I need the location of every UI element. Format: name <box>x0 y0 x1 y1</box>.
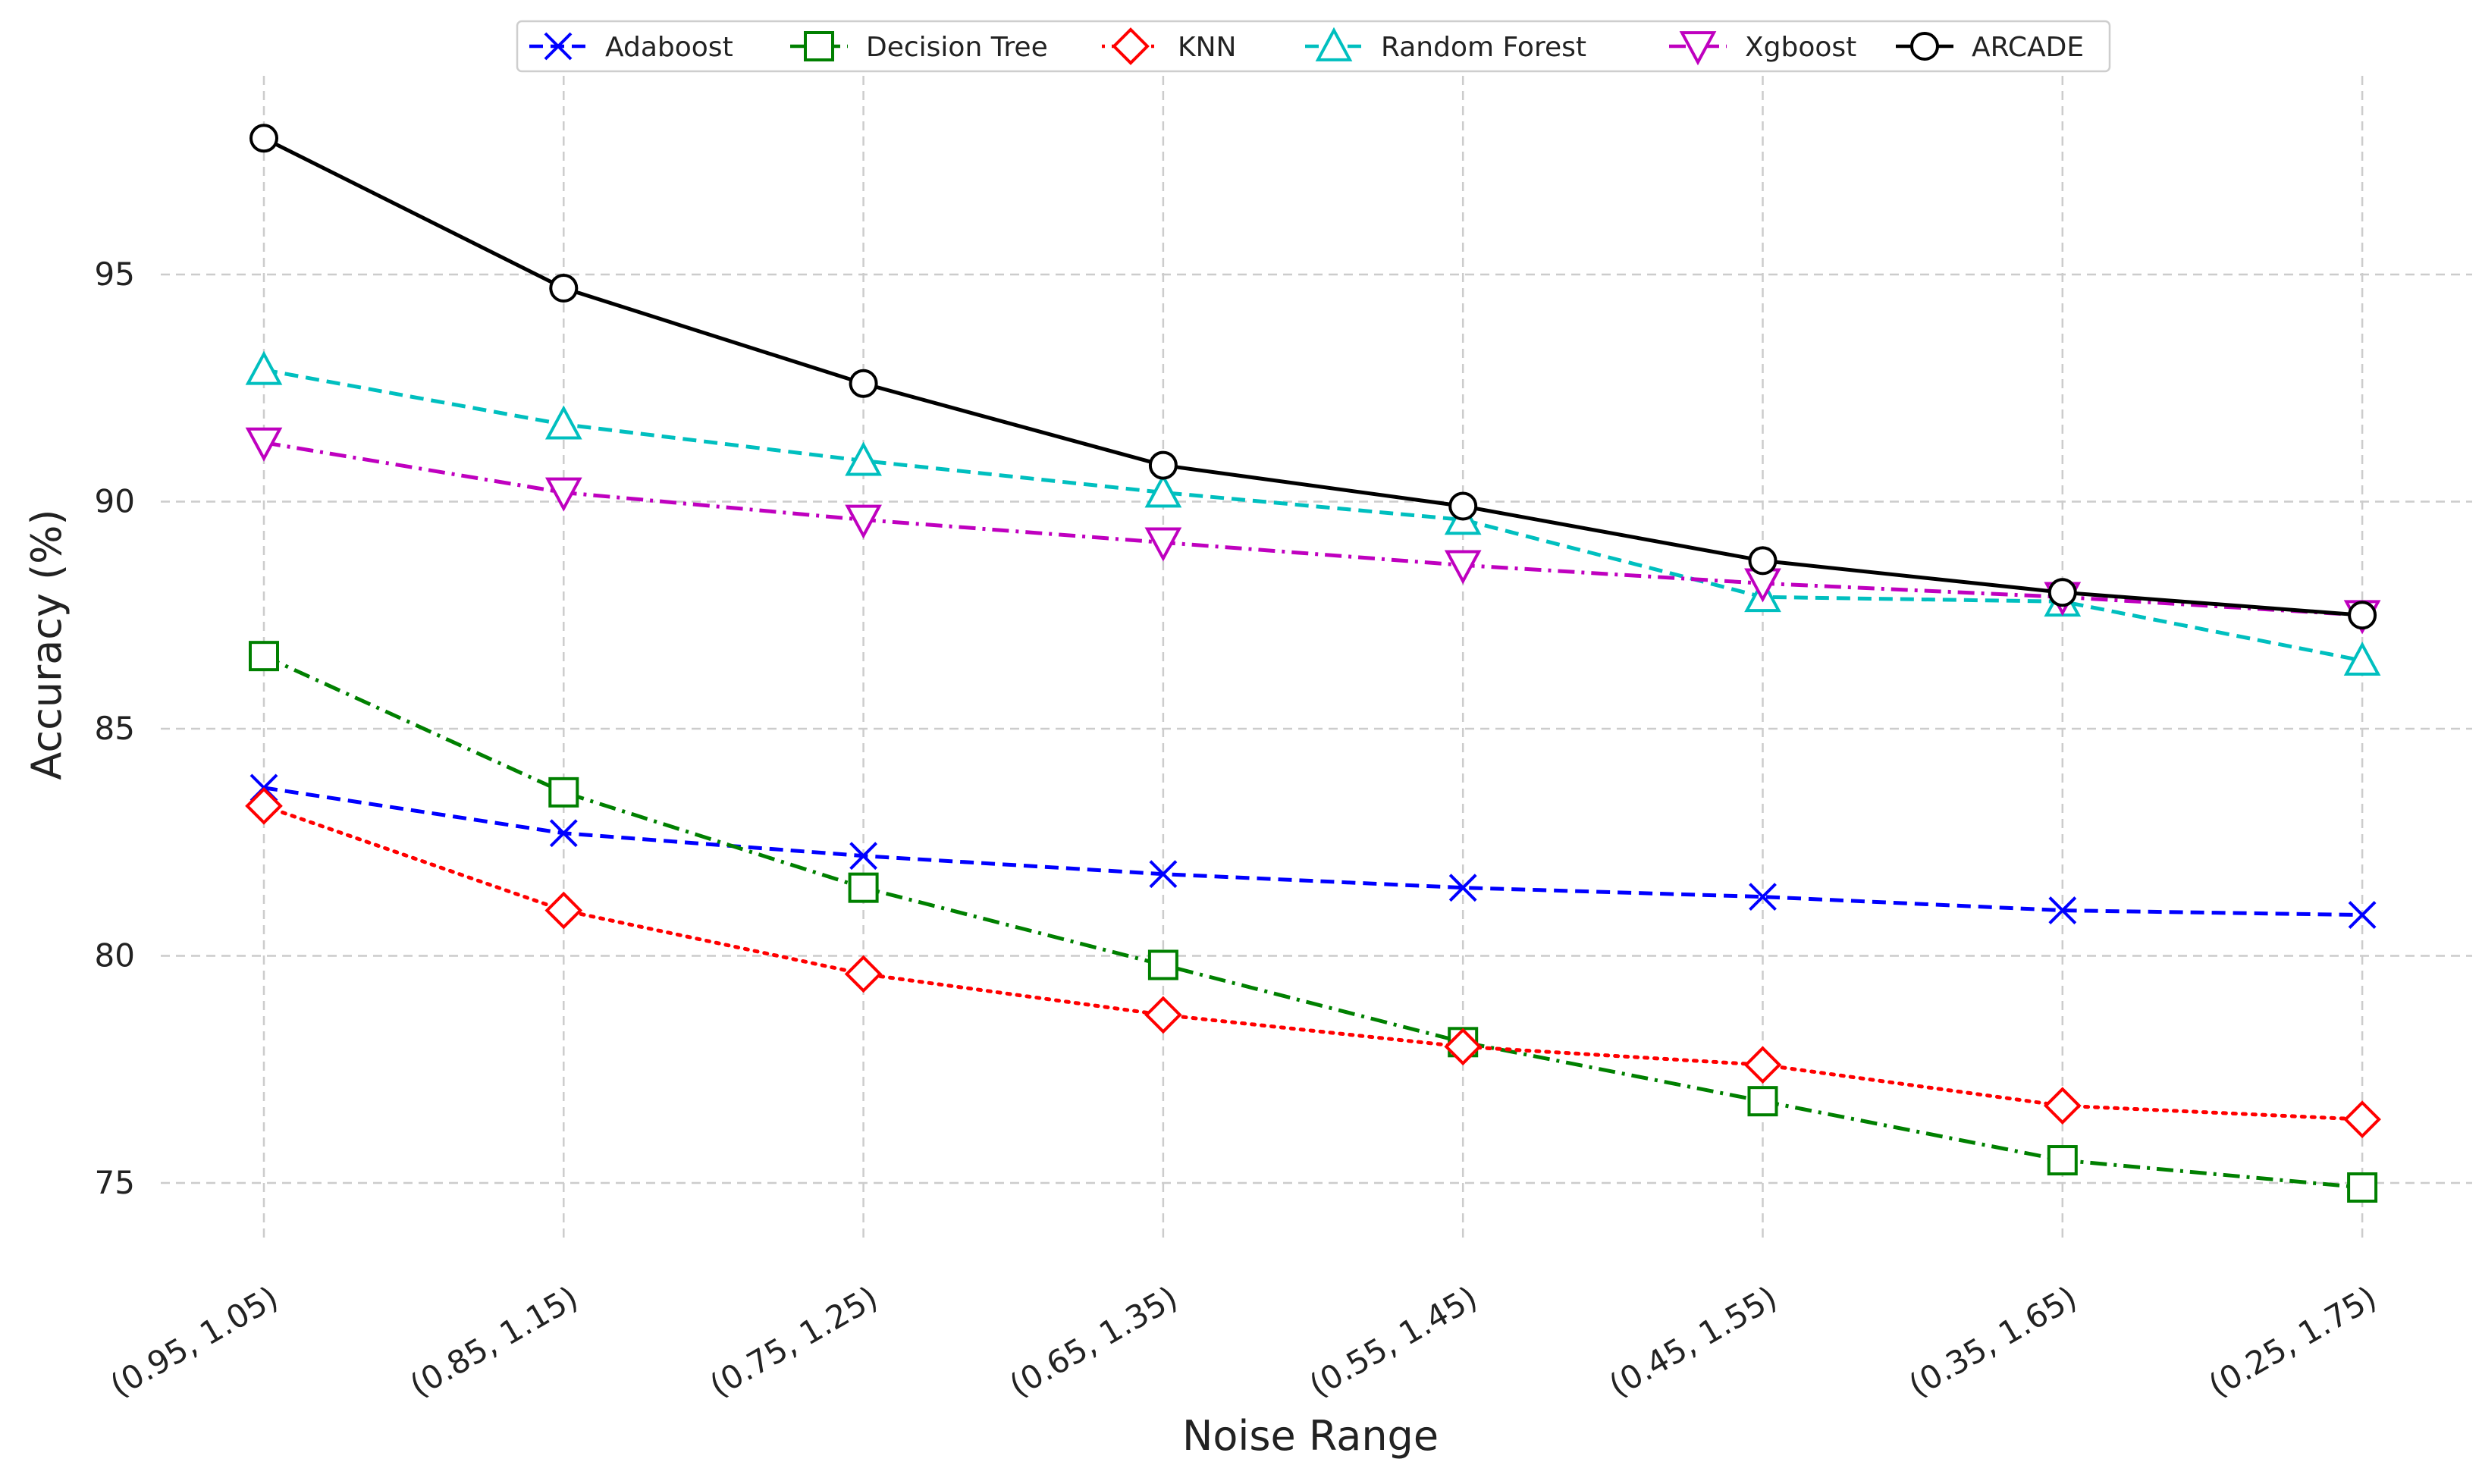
adaboost-point <box>2048 896 2077 925</box>
decision-tree-point <box>2047 1145 2078 1176</box>
arcade-point <box>1148 450 1178 480</box>
xgboost-point <box>1444 550 1482 585</box>
arcade-point <box>2047 578 2077 607</box>
xgboost-point <box>845 504 882 539</box>
adaboost-point <box>1749 883 1777 911</box>
xgboost-point <box>1144 527 1182 562</box>
knn-point <box>2043 1087 2082 1125</box>
legend: Adaboost Decision Tree KNN Random Forest Xgb… <box>516 20 2111 73</box>
adaboost-point <box>1149 860 1178 889</box>
adaboost-point <box>549 819 578 848</box>
xgboost-point <box>544 477 582 512</box>
y-tick-label: 85 <box>95 710 135 747</box>
decision-tree-point <box>249 641 279 672</box>
x-tick-label: (0.85, 1.15) <box>403 1278 584 1404</box>
xgboost-point <box>245 427 283 462</box>
x-tick-label: (0.55, 1.45) <box>1303 1278 1483 1404</box>
x-tick-label: (0.65, 1.35) <box>1003 1278 1184 1404</box>
arcade-point <box>849 369 878 398</box>
decision-tree-point <box>548 777 579 808</box>
knn-point <box>2343 1100 2381 1138</box>
decision-tree-point <box>1147 949 1178 980</box>
arcade-line <box>262 136 2363 617</box>
legend-item-arcade: ARCADE <box>1896 32 2084 63</box>
knn-point <box>1743 1046 1782 1084</box>
knn-point <box>1444 1028 1483 1066</box>
legend-marker <box>544 32 573 61</box>
knn-point <box>544 891 583 930</box>
arcade-point <box>2348 601 2377 630</box>
arcade-point <box>1448 491 1478 521</box>
legend-item-knn: KNN <box>1102 27 1236 65</box>
y-axis-title: Accuracy (%) <box>23 509 71 780</box>
legend-label: ARCADE <box>1972 32 2084 63</box>
legend-marker <box>1679 31 1717 66</box>
adaboost-line <box>263 786 2363 918</box>
adaboost-point <box>1448 874 1477 902</box>
knn-line <box>262 804 2364 1122</box>
x-tick-label: (0.45, 1.55) <box>1603 1278 1784 1404</box>
knn-point <box>245 787 283 825</box>
series-knn <box>245 787 2381 1138</box>
random-forest-point <box>245 350 283 385</box>
x-axis-ticks: (0.95, 1.05) (0.85, 1.15) (0.75, 1.25) (0.6… <box>104 1278 2383 1404</box>
x-axis-title: Noise Range <box>1182 1412 1439 1460</box>
legend-label: Random Forest <box>1381 32 1586 63</box>
decision-tree-point <box>2347 1172 2378 1203</box>
x-tick-label: (0.95, 1.05) <box>104 1278 284 1404</box>
legend-label: Xgboost <box>1745 32 1856 63</box>
legend-item-random-forest: Random Forest <box>1305 27 1586 63</box>
random-forest-point <box>1144 473 1182 508</box>
x-tick-label: (0.25, 1.75) <box>2202 1278 2383 1404</box>
knn-point <box>844 955 883 993</box>
y-tick-label: 80 <box>95 937 135 974</box>
series-random-forest <box>245 350 2381 676</box>
y-axis-ticks: 75 80 85 90 95 <box>95 256 135 1201</box>
legend-marker <box>804 31 834 61</box>
series-arcade <box>249 124 2377 630</box>
adaboost-point <box>2348 901 2377 930</box>
random-forest-line <box>263 368 2363 663</box>
y-tick-label: 95 <box>95 256 135 293</box>
legend-marker <box>1112 27 1150 65</box>
adaboost-point <box>849 842 878 871</box>
y-tick-label: 90 <box>95 483 135 520</box>
y-tick-label: 75 <box>95 1164 135 1201</box>
legend-marker <box>1910 32 1939 61</box>
series-group <box>245 124 2381 1203</box>
grid <box>161 76 2472 1244</box>
legend-item-decision-tree: Decision Tree <box>790 31 1048 63</box>
legend-marker <box>1315 27 1353 61</box>
random-forest-point <box>544 405 582 440</box>
random-forest-point <box>2343 641 2381 676</box>
x-tick-label: (0.35, 1.65) <box>1903 1278 2083 1404</box>
decision-tree-line <box>262 654 2363 1190</box>
random-forest-point <box>845 441 882 476</box>
legend-label: Adaboost <box>605 32 733 63</box>
arcade-point <box>249 124 278 153</box>
arcade-point <box>1748 546 1778 576</box>
legend-item-xgboost: Xgboost <box>1669 31 1856 66</box>
decision-tree-point <box>1747 1086 1778 1117</box>
x-tick-label: (0.75, 1.25) <box>704 1278 884 1404</box>
decision-tree-point <box>848 872 879 903</box>
legend-item-adaboost: Adaboost <box>529 32 733 63</box>
legend-label: Decision Tree <box>866 32 1048 63</box>
knn-point <box>1144 996 1182 1034</box>
legend-label: KNN <box>1178 32 1236 63</box>
arcade-point <box>549 273 579 303</box>
